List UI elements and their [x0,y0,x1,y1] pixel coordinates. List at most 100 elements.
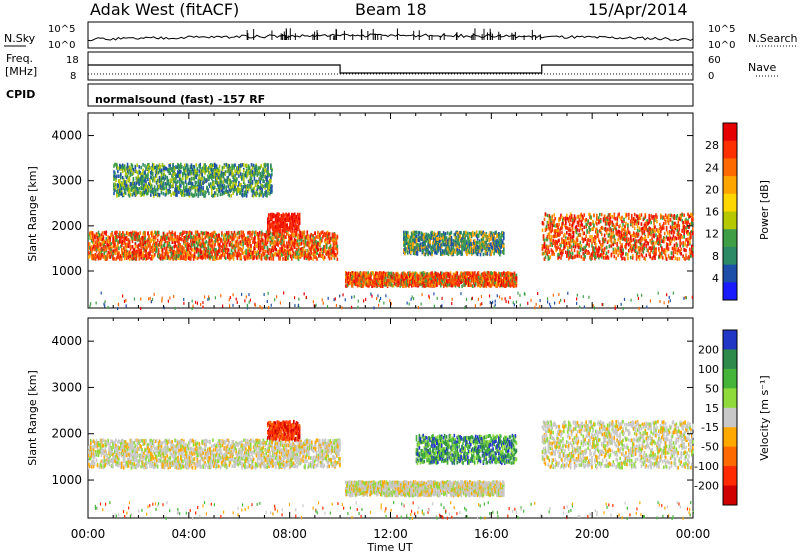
power-cell [142,163,144,167]
power-cell [242,180,245,185]
power-cell [189,232,192,236]
power-cell [130,256,133,261]
power-cell [163,186,166,191]
power-cell [221,238,223,243]
power-cell [201,235,204,240]
power-cell [328,254,331,258]
power-cell [150,189,152,193]
power-cell [166,175,169,180]
power-cell [221,183,224,188]
power-cell [131,255,134,260]
power-cell [152,250,154,254]
power-cell [268,256,271,261]
power-cell [213,169,216,173]
power-cell [270,176,272,180]
power-cell [264,249,267,254]
power-cell [250,176,253,181]
power-cell [262,172,264,177]
power-cell [210,243,212,248]
power-cell [267,162,269,167]
power-cell [232,180,234,184]
power-cell [212,186,215,191]
power-cell [160,245,163,249]
power-cell [140,177,142,181]
power-cell [164,235,167,239]
power-cell [125,244,128,249]
power-cell [162,165,165,169]
power-cell [218,247,220,251]
power-cell [227,184,230,188]
power-cell [184,169,187,173]
power-cell [152,166,155,170]
power-cell [307,243,310,248]
power-cell [267,174,269,178]
power-cell [239,170,241,174]
power-cell [211,188,213,192]
power-cell [282,257,284,261]
power-cell [137,178,140,182]
power-cell [121,193,124,198]
power-cell [331,253,334,258]
power-cell [235,169,237,174]
power-cell [141,244,144,248]
power-cell [222,174,225,179]
power-cell [121,163,124,168]
power-cell [127,254,130,259]
power-cell [254,192,257,197]
power-cell [270,166,272,170]
power-cell [272,245,275,249]
power-cell [127,239,130,243]
power-cell [316,241,318,246]
power-cell [115,186,117,190]
power-cell [248,256,250,260]
power-cell [239,182,241,187]
power-cell [124,250,127,255]
power-cell [276,219,279,223]
power-cell [222,233,225,238]
power-cell [189,257,192,261]
power-cell [148,184,150,189]
power-cell [121,183,124,187]
power-cell [292,243,295,248]
power-cell [193,246,196,250]
power-cell [255,253,258,257]
power-cell [170,167,172,171]
power-cell [237,253,240,258]
power-cell [203,163,205,168]
power-cell [229,241,232,245]
power-cell [178,166,180,171]
power-cell [220,180,223,184]
power-cell [322,233,325,237]
power-cell [88,254,91,258]
power-cell [209,164,211,168]
power-cell [280,252,282,257]
power-cell [143,185,145,190]
power-cell [119,175,122,180]
power-cell [190,244,193,248]
power-cell [130,162,133,167]
power-cell [287,213,289,217]
power-cell [100,233,103,237]
power-cell [121,233,123,237]
power-cell [244,189,247,193]
power-cell [258,170,261,174]
power-cell [309,253,312,258]
power-cell [190,235,193,240]
power-cell [141,239,144,243]
power-cell [195,163,198,167]
power-cell [126,165,129,170]
power-cell [215,235,217,240]
power-cell [134,231,137,236]
power-cell [184,256,186,261]
power-cell [180,188,182,193]
power-cell [223,255,226,259]
power-cell [273,229,276,234]
power-cell [269,187,271,192]
power-cell [184,238,186,242]
power-cell [155,245,158,250]
power-cell [193,239,196,244]
power-cell [314,237,316,242]
power-cell [274,235,277,239]
power-cell [390,271,393,276]
power-cell [155,241,158,246]
